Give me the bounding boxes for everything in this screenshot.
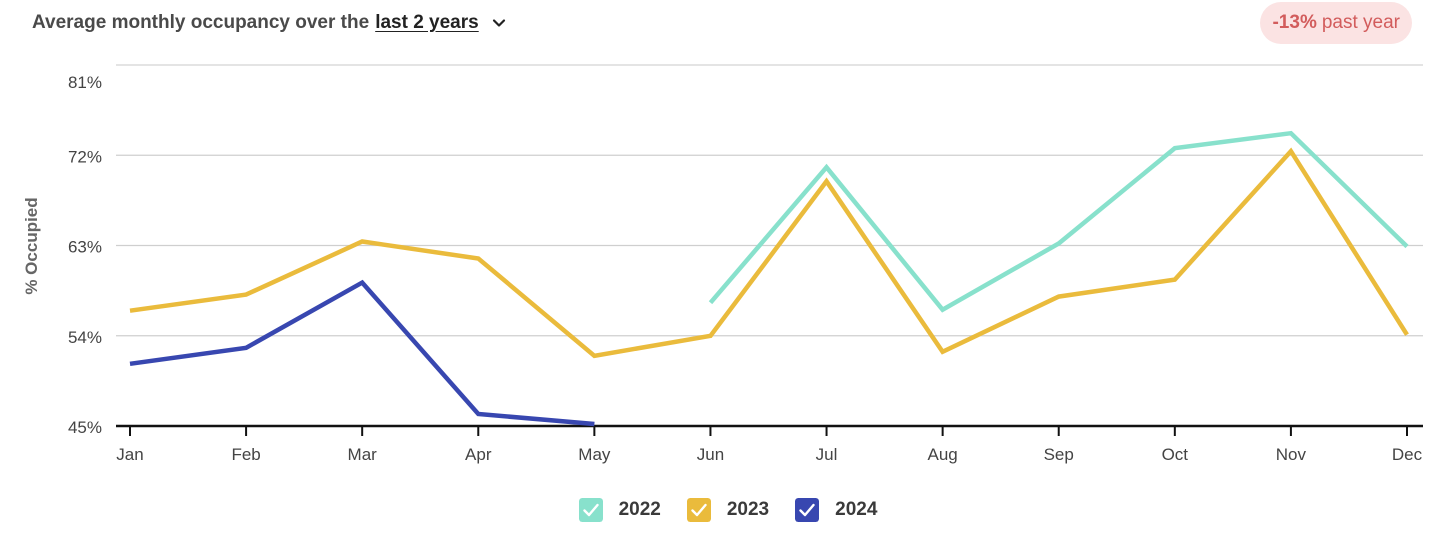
series-lines [129,130,1409,427]
x-tick-label: Mar [348,445,378,464]
x-tick-label: Sep [1044,445,1074,464]
x-tick-label: Nov [1276,445,1307,464]
x-tick-label: Feb [231,445,260,464]
x-tick-label: Oct [1162,445,1189,464]
legend-item-2022[interactable]: 2022 [578,498,661,522]
legend-label: 2024 [835,499,878,520]
checkbox-checked-icon[interactable] [795,498,820,522]
range-dropdown-link[interactable]: last 2 years [375,12,479,33]
series-line-2022[interactable] [708,130,1409,313]
y-tick-labels: 45% 54% 63% 72% 81% [68,73,102,437]
x-tick-label: Apr [465,445,492,464]
occupancy-line-chart: 45% 54% 63% 72% 81% Jan Feb Mar Apr May Jun Jul Aug… [22,64,1423,464]
x-tick-label: Aug [928,445,958,464]
chart-header: Average monthly occupancy over the last … [32,10,507,36]
x-tick-labels: Jan Feb Mar Apr May Jun Jul Aug Sep Oct Nov Dec [116,426,1423,464]
x-tick-label: Dec [1392,445,1423,464]
legend-label: 2023 [726,499,770,520]
y-tick-label: 63% [68,238,102,257]
x-tick-label: May [578,445,611,464]
chevron-down-icon[interactable] [491,15,507,31]
series-line-2023[interactable] [129,147,1409,359]
chart-legend: 2022 2023 2024 [0,498,1456,522]
legend-item-2023[interactable]: 2023 [686,498,770,522]
checkbox-checked-icon[interactable] [578,498,603,522]
y-tick-label: 81% [68,73,102,92]
y-tick-label: 72% [68,147,102,166]
x-tick-label: Jun [697,445,724,464]
grid-lines [116,64,1423,428]
change-badge: -13% past year [1260,2,1412,44]
series-line-2024[interactable] [129,279,595,427]
legend-label: 2022 [618,499,661,520]
y-tick-label: 45% [68,418,102,437]
legend-item-2024[interactable]: 2024 [795,498,877,522]
change-label: past year [1321,12,1400,33]
change-percent: -13% [1272,12,1317,33]
header-title: Average monthly occupancy over the [32,12,370,33]
checkbox-checked-icon[interactable] [686,498,711,522]
y-axis-label: % Occupied [22,197,41,294]
x-tick-label: Jan [116,445,143,464]
x-tick-label: Jul [816,445,838,464]
y-tick-label: 54% [68,328,102,347]
